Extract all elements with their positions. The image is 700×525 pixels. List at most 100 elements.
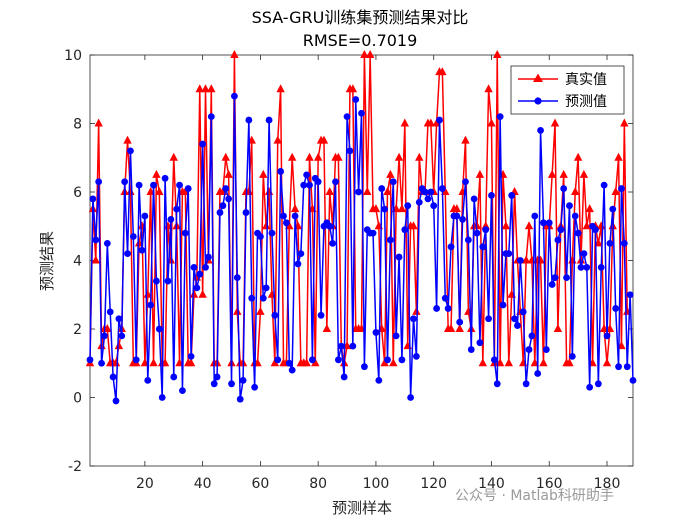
data-point-pred bbox=[216, 209, 224, 216]
data-point-pred bbox=[98, 359, 105, 367]
data-point-true bbox=[602, 358, 612, 367]
watermark-text: 公众号 · Matlab科研助手 bbox=[455, 488, 614, 504]
data-point-pred bbox=[101, 332, 108, 340]
data-point-pred bbox=[251, 383, 259, 391]
data-point-pred bbox=[144, 376, 152, 384]
legend-label-pred: 预测值 bbox=[565, 94, 607, 110]
data-point-true bbox=[152, 169, 161, 178]
data-point-pred bbox=[540, 219, 547, 227]
chart-subtitle: RMSE=0.7019 bbox=[303, 31, 418, 50]
data-point-pred bbox=[334, 356, 342, 364]
data-point-true bbox=[259, 169, 268, 178]
data-point-pred bbox=[566, 202, 573, 210]
data-point-true bbox=[189, 289, 199, 298]
data-point-true bbox=[149, 358, 158, 367]
data-point-pred bbox=[514, 322, 521, 329]
data-point-pred bbox=[274, 356, 282, 364]
data-point-pred bbox=[525, 346, 533, 353]
data-point-pred bbox=[378, 185, 386, 192]
data-point-pred bbox=[314, 178, 322, 186]
data-point-true bbox=[94, 118, 103, 127]
data-point-pred bbox=[352, 96, 360, 103]
data-point-true bbox=[383, 187, 392, 195]
data-point-pred bbox=[297, 250, 305, 258]
data-point-true bbox=[287, 152, 297, 161]
data-point-true bbox=[169, 152, 178, 161]
data-point-pred bbox=[121, 178, 129, 186]
x-tick-label: 140 bbox=[478, 476, 505, 492]
data-point-pred bbox=[109, 373, 117, 381]
data-point-true bbox=[415, 152, 424, 161]
data-point-pred bbox=[141, 212, 149, 220]
data-point-pred bbox=[124, 250, 131, 258]
x-tick-label: 180 bbox=[594, 476, 621, 492]
data-point-pred bbox=[490, 356, 498, 364]
data-point-pred bbox=[505, 250, 513, 258]
data-point-pred bbox=[294, 260, 302, 268]
data-point-true bbox=[504, 358, 513, 367]
data-point-true bbox=[221, 152, 230, 161]
legend-box bbox=[510, 65, 625, 115]
data-point-pred bbox=[606, 239, 614, 247]
data-point-pred bbox=[600, 181, 608, 189]
data-point-pred bbox=[199, 140, 207, 148]
data-point-pred bbox=[155, 325, 163, 333]
data-point-true bbox=[484, 84, 493, 93]
data-point-pred bbox=[92, 236, 100, 244]
data-point-pred bbox=[176, 181, 183, 189]
data-point-pred bbox=[283, 219, 290, 227]
data-point-pred bbox=[488, 192, 495, 199]
data-point-pred bbox=[493, 380, 501, 388]
data-point-true bbox=[409, 221, 418, 230]
data-point-true bbox=[565, 358, 574, 367]
data-point-pred bbox=[404, 202, 412, 210]
data-point-pred bbox=[158, 394, 166, 401]
data-point-pred bbox=[456, 318, 464, 326]
data-point-true bbox=[313, 152, 323, 161]
data-point-true bbox=[553, 324, 563, 332]
data-point-pred bbox=[464, 236, 472, 244]
data-point-pred bbox=[225, 195, 233, 203]
data-point-pred bbox=[89, 195, 97, 203]
data-point-pred bbox=[248, 294, 256, 302]
y-tick-label: -2 bbox=[68, 459, 82, 475]
data-point-true bbox=[397, 204, 407, 213]
x-tick-label: 160 bbox=[536, 476, 563, 492]
data-point-pred bbox=[476, 339, 484, 347]
data-point-pred bbox=[441, 294, 449, 302]
data-point-true bbox=[386, 169, 395, 178]
data-point-true bbox=[620, 118, 629, 127]
data-point-true bbox=[539, 358, 548, 367]
data-point-pred bbox=[372, 329, 380, 336]
data-point-pred bbox=[392, 332, 400, 340]
data-point-true bbox=[290, 204, 300, 213]
data-point-pred bbox=[150, 181, 157, 189]
y-tick-label: 8 bbox=[73, 117, 82, 133]
data-point-pred bbox=[548, 281, 556, 288]
data-point-pred bbox=[401, 226, 409, 234]
data-point-true bbox=[380, 358, 389, 367]
data-point-true bbox=[438, 67, 447, 76]
data-point-pred bbox=[193, 284, 201, 292]
y-tick-label: 6 bbox=[73, 185, 82, 201]
data-point-true bbox=[614, 152, 623, 161]
data-point-pred bbox=[534, 370, 542, 377]
data-point-pred bbox=[574, 229, 582, 237]
x-tick-label: 40 bbox=[194, 476, 212, 492]
data-point-pred bbox=[291, 212, 299, 220]
x-tick-label: 80 bbox=[309, 476, 327, 492]
data-point-pred bbox=[594, 380, 602, 388]
data-point-pred bbox=[470, 195, 478, 203]
data-point-true bbox=[270, 358, 280, 367]
data-point-true bbox=[501, 221, 511, 230]
data-point-true bbox=[389, 358, 398, 367]
data-point-pred bbox=[277, 168, 285, 175]
data-point-pred bbox=[202, 263, 209, 271]
data-point-true bbox=[400, 118, 410, 127]
data-point-pred bbox=[161, 174, 169, 182]
data-point-pred bbox=[355, 188, 363, 196]
data-point-pred bbox=[407, 394, 414, 401]
data-point-true bbox=[363, 187, 372, 195]
data-point-pred bbox=[317, 311, 325, 319]
data-point-pred bbox=[103, 239, 111, 247]
